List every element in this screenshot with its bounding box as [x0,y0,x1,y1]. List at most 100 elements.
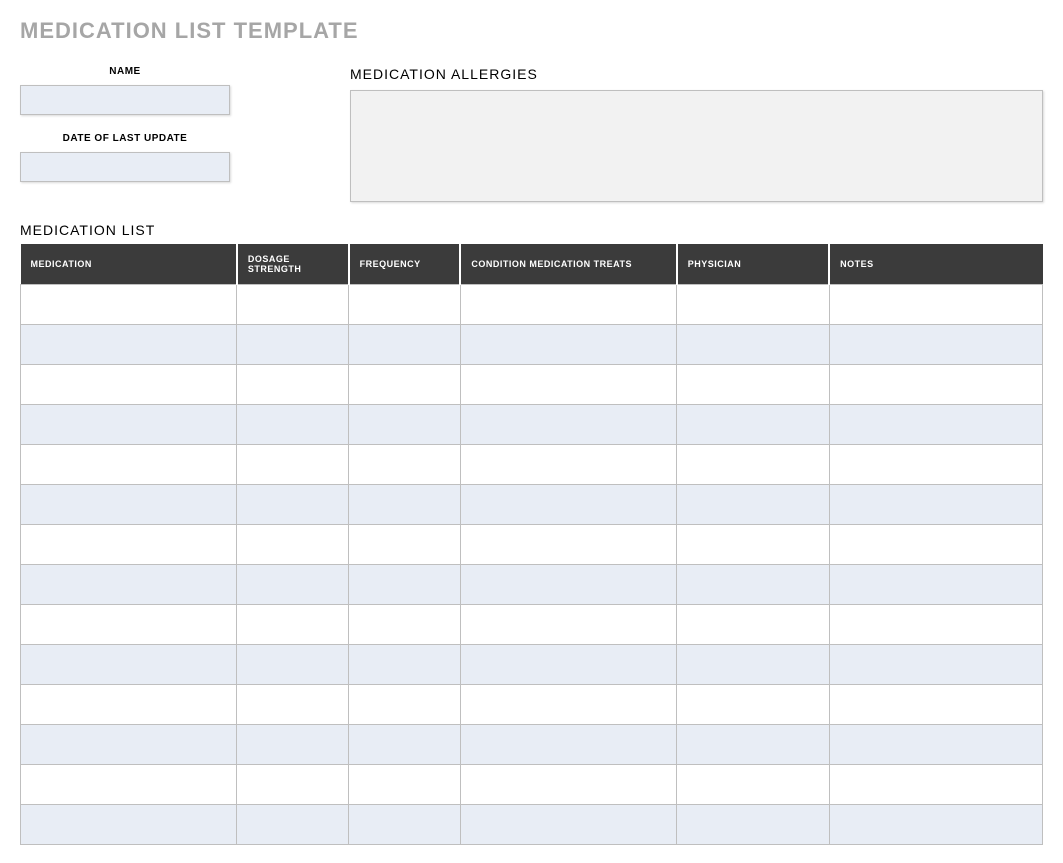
table-cell[interactable] [460,725,676,765]
table-cell[interactable] [21,285,237,325]
table-cell[interactable] [460,765,676,805]
table-cell[interactable] [21,605,237,645]
table-cell[interactable] [460,565,676,605]
table-cell[interactable] [237,805,349,845]
table-cell[interactable] [349,405,461,445]
table-cell[interactable] [21,525,237,565]
table-cell[interactable] [677,285,829,325]
table-cell[interactable] [237,405,349,445]
table-cell[interactable] [237,565,349,605]
table-cell[interactable] [829,805,1042,845]
table-cell[interactable] [349,605,461,645]
table-cell[interactable] [677,645,829,685]
table-cell[interactable] [677,685,829,725]
table-row [21,365,1043,405]
table-cell[interactable] [829,605,1042,645]
name-input[interactable] [20,85,230,115]
table-cell[interactable] [460,445,676,485]
table-cell[interactable] [237,285,349,325]
table-cell[interactable] [460,485,676,525]
medication-table: MEDICATIONDOSAGE STRENGTHFREQUENCYCONDIT… [20,244,1043,845]
table-cell[interactable] [237,325,349,365]
table-row [21,285,1043,325]
table-cell[interactable] [829,365,1042,405]
table-cell[interactable] [349,565,461,605]
table-cell[interactable] [349,765,461,805]
table-cell[interactable] [460,605,676,645]
table-cell[interactable] [677,325,829,365]
table-row [21,485,1043,525]
table-cell[interactable] [21,725,237,765]
table-cell[interactable] [460,685,676,725]
medication-table-body [21,285,1043,845]
table-cell[interactable] [829,445,1042,485]
table-cell[interactable] [829,645,1042,685]
table-cell[interactable] [829,685,1042,725]
table-cell[interactable] [677,445,829,485]
update-date-input[interactable] [20,152,230,182]
table-cell[interactable] [237,645,349,685]
table-cell[interactable] [237,485,349,525]
table-cell[interactable] [349,685,461,725]
table-cell[interactable] [349,725,461,765]
patient-info-column: NAME DATE OF LAST UPDATE [20,66,230,202]
table-cell[interactable] [349,325,461,365]
table-cell[interactable] [677,485,829,525]
table-cell[interactable] [21,405,237,445]
table-cell[interactable] [349,285,461,325]
table-cell[interactable] [21,645,237,685]
table-cell[interactable] [349,645,461,685]
table-cell[interactable] [829,525,1042,565]
table-cell[interactable] [460,405,676,445]
table-cell[interactable] [349,445,461,485]
table-cell[interactable] [677,765,829,805]
table-cell[interactable] [677,565,829,605]
table-cell[interactable] [829,405,1042,445]
table-cell[interactable] [677,365,829,405]
table-cell[interactable] [21,565,237,605]
table-cell[interactable] [829,765,1042,805]
table-cell[interactable] [677,405,829,445]
table-cell[interactable] [237,605,349,645]
table-cell[interactable] [237,365,349,405]
update-date-label: DATE OF LAST UPDATE [63,133,188,144]
table-cell[interactable] [21,485,237,525]
table-cell[interactable] [460,285,676,325]
table-cell[interactable] [237,445,349,485]
table-row [21,325,1043,365]
table-cell[interactable] [829,725,1042,765]
table-cell[interactable] [237,685,349,725]
allergies-input[interactable] [350,90,1043,202]
table-cell[interactable] [21,805,237,845]
table-row [21,445,1043,485]
table-cell[interactable] [21,765,237,805]
table-cell[interactable] [460,645,676,685]
table-cell[interactable] [237,765,349,805]
table-cell[interactable] [677,805,829,845]
table-cell[interactable] [349,805,461,845]
table-cell[interactable] [829,325,1042,365]
table-row [21,405,1043,445]
table-cell[interactable] [460,525,676,565]
table-cell[interactable] [829,285,1042,325]
table-cell[interactable] [21,365,237,405]
table-cell[interactable] [460,365,676,405]
table-cell[interactable] [21,685,237,725]
table-cell[interactable] [677,525,829,565]
table-cell[interactable] [677,725,829,765]
table-cell[interactable] [21,445,237,485]
table-cell[interactable] [460,325,676,365]
table-row [21,565,1043,605]
table-cell[interactable] [349,485,461,525]
table-column-header: CONDITION MEDICATION TREATS [460,244,676,285]
table-cell[interactable] [237,725,349,765]
table-cell[interactable] [677,605,829,645]
table-cell[interactable] [21,325,237,365]
table-column-header: PHYSICIAN [677,244,829,285]
table-cell[interactable] [460,805,676,845]
table-cell[interactable] [237,525,349,565]
table-cell[interactable] [349,365,461,405]
table-cell[interactable] [829,565,1042,605]
table-cell[interactable] [829,485,1042,525]
table-cell[interactable] [349,525,461,565]
